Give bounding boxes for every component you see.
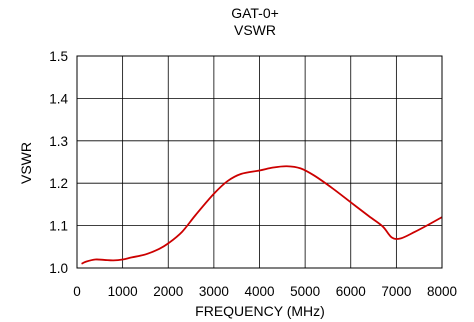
x-tick-label: 8000	[427, 284, 457, 299]
y-tick-label: 1.2	[49, 176, 68, 191]
y-axis-label: VSWR	[18, 142, 34, 184]
x-axis-label: FREQUENCY (MHz)	[195, 303, 325, 319]
x-tick-label: 4000	[244, 284, 274, 299]
x-tick-label: 6000	[336, 284, 366, 299]
x-tick-label: 1000	[108, 284, 138, 299]
x-tick-labels: 0 1000 2000 3000 4000 5000 6000 7000 8000	[73, 284, 457, 299]
x-tick-label: 7000	[381, 284, 411, 299]
x-tick-label: 2000	[153, 284, 183, 299]
x-tick-label: 3000	[199, 284, 229, 299]
y-tick-label: 1.0	[49, 261, 68, 276]
y-tick-label: 1.4	[49, 91, 68, 106]
x-tick-label: 0	[73, 284, 81, 299]
grid	[76, 55, 443, 269]
y-tick-label: 1.3	[49, 134, 68, 149]
chart-title: GAT-0+	[231, 5, 279, 21]
vswr-series-line	[81, 165, 443, 265]
chart-subtitle: VSWR	[234, 22, 276, 38]
series-layer	[81, 165, 443, 265]
plot-frame	[76, 55, 443, 269]
y-tick-label: 1.1	[49, 219, 68, 234]
y-tick-label: 1.5	[49, 49, 68, 64]
x-tick-label: 5000	[290, 284, 320, 299]
y-tick-labels: 1.0 1.1 1.2 1.3 1.4 1.5	[49, 49, 68, 276]
